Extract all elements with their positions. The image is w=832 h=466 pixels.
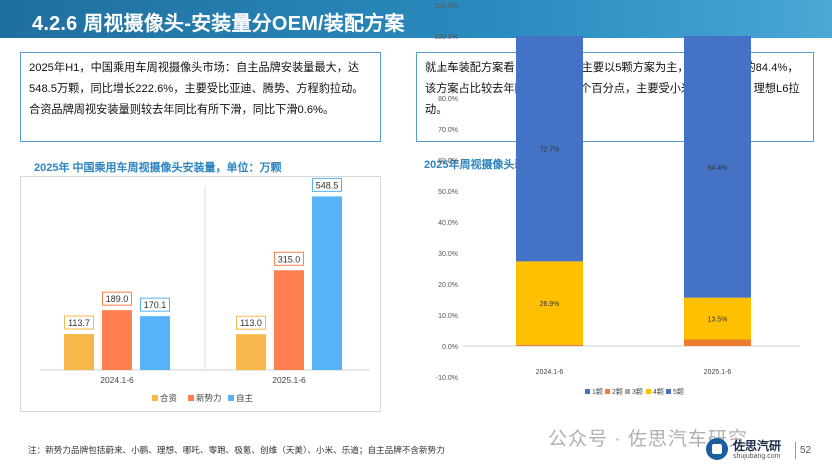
legend-swatch-2颗 [605,389,610,394]
data-label: 84.4% [708,165,728,172]
data-label: 548.5 [316,180,339,190]
x-tick-label: 2024.1-6 [100,375,134,385]
legend-swatch-合资 [152,395,158,401]
data-label-box [236,315,266,330]
data-label-box [64,315,94,330]
data-label: 72.7% [540,147,560,154]
summary-text-left: 2025年H1，中国乘用车周视摄像头市场：自主品牌安装量最大，达548.5万颗，… [20,52,381,142]
bar-新势力-2024.1-6 [102,310,132,370]
x-tick-label: 2024.1-6 [536,369,564,376]
data-label: 13.5% [708,317,728,324]
y-tick-label: 40.0% [438,220,458,227]
logo-name: 佐思汽研 [733,439,782,453]
y-tick-label: 0.0% [442,344,458,351]
data-label: 113.7 [68,318,90,328]
y-tick-label: 80.0% [438,96,458,103]
legend-swatch-新势力 [188,395,194,401]
legend-label: 2颗 [612,388,623,396]
stack-2颗-2025.1-6 [684,339,751,346]
y-tick-label: 20.0% [438,282,458,289]
legend-swatch-5颗 [666,389,671,394]
bar-合资-2024.1-6 [64,334,94,370]
x-tick-label: 2025.1-6 [272,375,306,385]
data-label-box [274,251,304,266]
data-label: 170.1 [144,300,167,310]
data-label-box [312,177,342,192]
y-tick-label: 10.0% [438,313,458,320]
data-label-box [140,297,170,312]
bar-新势力-2025.1-6 [274,270,304,370]
bar-合资-2025.1-6 [236,334,266,370]
legend-swatch-自主 [228,395,234,401]
x-tick-label: 2025.1-6 [704,369,732,376]
data-label: 315.0 [278,254,301,264]
stack-2颗-2024.1-6 [516,344,583,346]
legend-label: 合资 [160,393,178,403]
data-label-box [102,291,132,306]
y-tick-label: 60.0% [438,158,458,165]
logo-url: shujubang.com [733,453,781,460]
y-tick-label: 50.0% [438,189,458,196]
header-bar: 4.2.6 周视摄像头-安装量分OEM/装配方案 [0,0,832,38]
legend-swatch-3颗 [625,389,630,394]
legend-swatch-1颗 [585,389,590,394]
page-number: 52 [800,445,812,456]
footnote: 注：新势力品牌包括蔚来、小鹏、理想、哪吒、零跑、极氪、创维（天美）、小米、乐道；… [28,445,445,455]
watermark: 公众号 · 佐思汽车研究 [548,429,748,450]
y-tick-label: 110.0% [435,3,458,10]
data-label: 113.0 [240,318,262,328]
chart-title-installation: 2025年 中国乘用车周视摄像头安装量，单位：万颗 [34,162,282,174]
legend-swatch-4颗 [646,389,651,394]
stack-4颗-2024.1-6 [516,261,583,345]
stack-5颗-2025.1-6 [684,36,751,298]
y-tick-label: 90.0% [438,65,458,72]
y-tick-label: 100.0% [434,34,458,41]
brand-logo: 佐思汽研 shujubang.com [706,437,790,463]
y-tick-label: -10.0% [436,375,458,382]
logo-icon [706,438,728,460]
legend-label: 3颗 [632,388,643,396]
data-label: 26.9% [540,301,560,308]
legend-label: 5颗 [673,388,684,396]
stack-5颗-2024.1-6 [516,36,583,262]
page-title: 4.2.6 周视摄像头-安装量分OEM/装配方案 [32,13,405,35]
bar-自主-2025.1-6 [312,196,342,370]
legend-label: 1颗 [592,388,603,396]
y-tick-label: 70.0% [438,127,458,134]
bar-自主-2024.1-6 [140,316,170,370]
legend-label: 自主 [236,393,254,403]
y-tick-label: 30.0% [438,251,458,258]
stack-4颗-2025.1-6 [684,297,751,340]
legend-label: 4颗 [653,388,664,396]
legend-label: 新势力 [196,393,222,403]
data-label: 189.0 [106,294,129,304]
footer-divider [795,442,796,459]
chart-panel-left [20,176,381,412]
